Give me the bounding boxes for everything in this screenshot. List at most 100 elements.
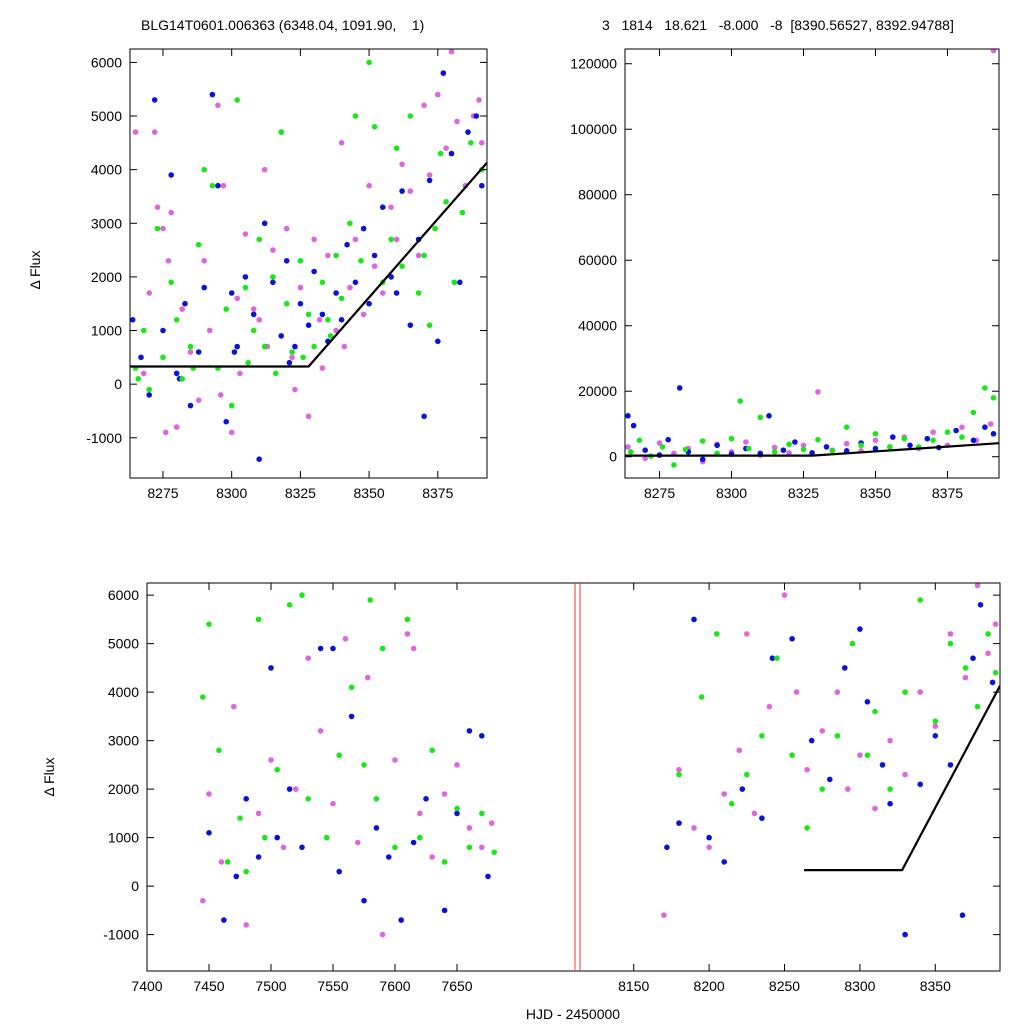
data-point-blue bbox=[970, 437, 977, 444]
data-point-magenta bbox=[228, 429, 235, 436]
data-point-magenta bbox=[292, 386, 298, 393]
data-point-blue bbox=[286, 359, 293, 366]
data-point-blue bbox=[151, 97, 158, 103]
data-point-green bbox=[451, 279, 458, 286]
data-point-blue bbox=[630, 422, 637, 429]
data-point-magenta bbox=[220, 182, 227, 189]
bottom-y-axis-label: Δ Flux bbox=[41, 758, 57, 797]
data-point-blue bbox=[435, 338, 441, 345]
data-point-blue bbox=[676, 820, 682, 826]
data-point-magenta bbox=[283, 225, 290, 232]
data-point-green bbox=[636, 437, 643, 444]
data-point-blue bbox=[953, 427, 959, 434]
data-point-green bbox=[297, 258, 304, 264]
data-point-green bbox=[206, 621, 212, 627]
data-point-blue bbox=[699, 456, 706, 463]
data-point-blue bbox=[739, 786, 746, 792]
data-point-magenta bbox=[355, 839, 361, 846]
data-point-green bbox=[417, 834, 423, 841]
data-point-magenta bbox=[255, 810, 262, 817]
data-point-blue bbox=[168, 172, 174, 178]
data-point-magenta bbox=[311, 236, 317, 243]
data-point-blue bbox=[970, 655, 976, 661]
data-point-green bbox=[902, 689, 908, 695]
data-point-green bbox=[399, 263, 405, 270]
data-point-magenta bbox=[201, 258, 207, 264]
data-point-green bbox=[959, 434, 965, 440]
data-point-green bbox=[338, 295, 345, 302]
data-point-magenta bbox=[341, 343, 348, 350]
data-point-green bbox=[216, 747, 222, 754]
data-point-blue bbox=[907, 442, 913, 449]
data-point-magenta bbox=[804, 766, 810, 773]
data-point-blue bbox=[201, 284, 207, 291]
data-point-blue bbox=[665, 436, 671, 443]
data-point-magenta bbox=[751, 810, 758, 817]
data-point-blue bbox=[977, 602, 984, 608]
data-point-green bbox=[962, 665, 969, 671]
data-point-green bbox=[699, 438, 706, 444]
y-tick-label: 0 bbox=[114, 376, 122, 392]
data-point-blue bbox=[160, 327, 166, 334]
y-tick-label: 5000 bbox=[108, 636, 139, 652]
data-point-blue bbox=[398, 917, 405, 923]
data-point-blue bbox=[344, 241, 350, 248]
data-point-green bbox=[336, 752, 343, 758]
data-point-green bbox=[466, 844, 473, 851]
data-point-magenta bbox=[342, 636, 349, 642]
data-point-blue bbox=[274, 834, 281, 841]
x-tick-label: 7500 bbox=[255, 978, 286, 994]
data-point-blue bbox=[195, 349, 202, 355]
data-point-green bbox=[366, 59, 372, 66]
y-tick-label: 2000 bbox=[91, 269, 122, 285]
data-point-blue bbox=[373, 825, 380, 831]
top-right-panel: 0 20000 40000 60000 80000 100000 120000 8275 830… bbox=[570, 48, 1000, 501]
data-point-green bbox=[237, 815, 243, 821]
data-point-blue bbox=[261, 220, 268, 227]
data-point-blue bbox=[625, 413, 631, 419]
y-tick-label: 60000 bbox=[578, 252, 617, 268]
data-point-green bbox=[209, 182, 216, 189]
data-point-blue bbox=[270, 279, 276, 286]
data-point-green bbox=[224, 859, 231, 865]
data-point-blue bbox=[769, 655, 776, 661]
data-point-blue bbox=[410, 839, 417, 846]
data-point-magenta bbox=[360, 311, 367, 318]
data-point-magenta bbox=[297, 284, 304, 291]
data-point-blue bbox=[286, 786, 293, 792]
x-tick-label: 7650 bbox=[441, 978, 472, 994]
data-point-blue bbox=[317, 645, 324, 652]
data-point-magenta bbox=[243, 922, 249, 928]
bottom-data-points bbox=[200, 583, 1000, 938]
data-point-green bbox=[992, 669, 999, 676]
data-point-magenta bbox=[256, 317, 263, 323]
data-point-green bbox=[274, 766, 281, 773]
data-point-blue bbox=[223, 418, 229, 425]
x-tick-label: 8300 bbox=[844, 978, 875, 994]
data-point-blue bbox=[864, 699, 871, 705]
data-point-magenta bbox=[426, 172, 433, 178]
data-point-green bbox=[373, 796, 380, 802]
data-point-magenta bbox=[234, 295, 240, 302]
data-point-magenta bbox=[206, 791, 212, 797]
data-point-green bbox=[432, 225, 438, 232]
data-point-green bbox=[146, 386, 152, 393]
data-point-magenta bbox=[917, 689, 923, 695]
data-point-green bbox=[771, 449, 778, 455]
data-point-magenta bbox=[857, 752, 863, 758]
data-point-green bbox=[173, 317, 180, 323]
data-point-green bbox=[901, 435, 908, 442]
data-point-magenta bbox=[338, 140, 345, 146]
data-point-blue bbox=[173, 370, 180, 377]
data-point-blue bbox=[228, 290, 235, 296]
bottom-frame bbox=[146, 582, 1001, 972]
data-point-green bbox=[429, 747, 436, 754]
y-tick-label: 4000 bbox=[91, 162, 122, 178]
data-point-magenta bbox=[393, 236, 400, 243]
data-point-magenta bbox=[872, 805, 878, 812]
data-point-green bbox=[261, 343, 268, 350]
data-point-blue bbox=[759, 815, 765, 821]
data-point-magenta bbox=[399, 161, 405, 168]
data-point-green bbox=[228, 402, 235, 409]
data-point-magenta bbox=[834, 689, 841, 695]
